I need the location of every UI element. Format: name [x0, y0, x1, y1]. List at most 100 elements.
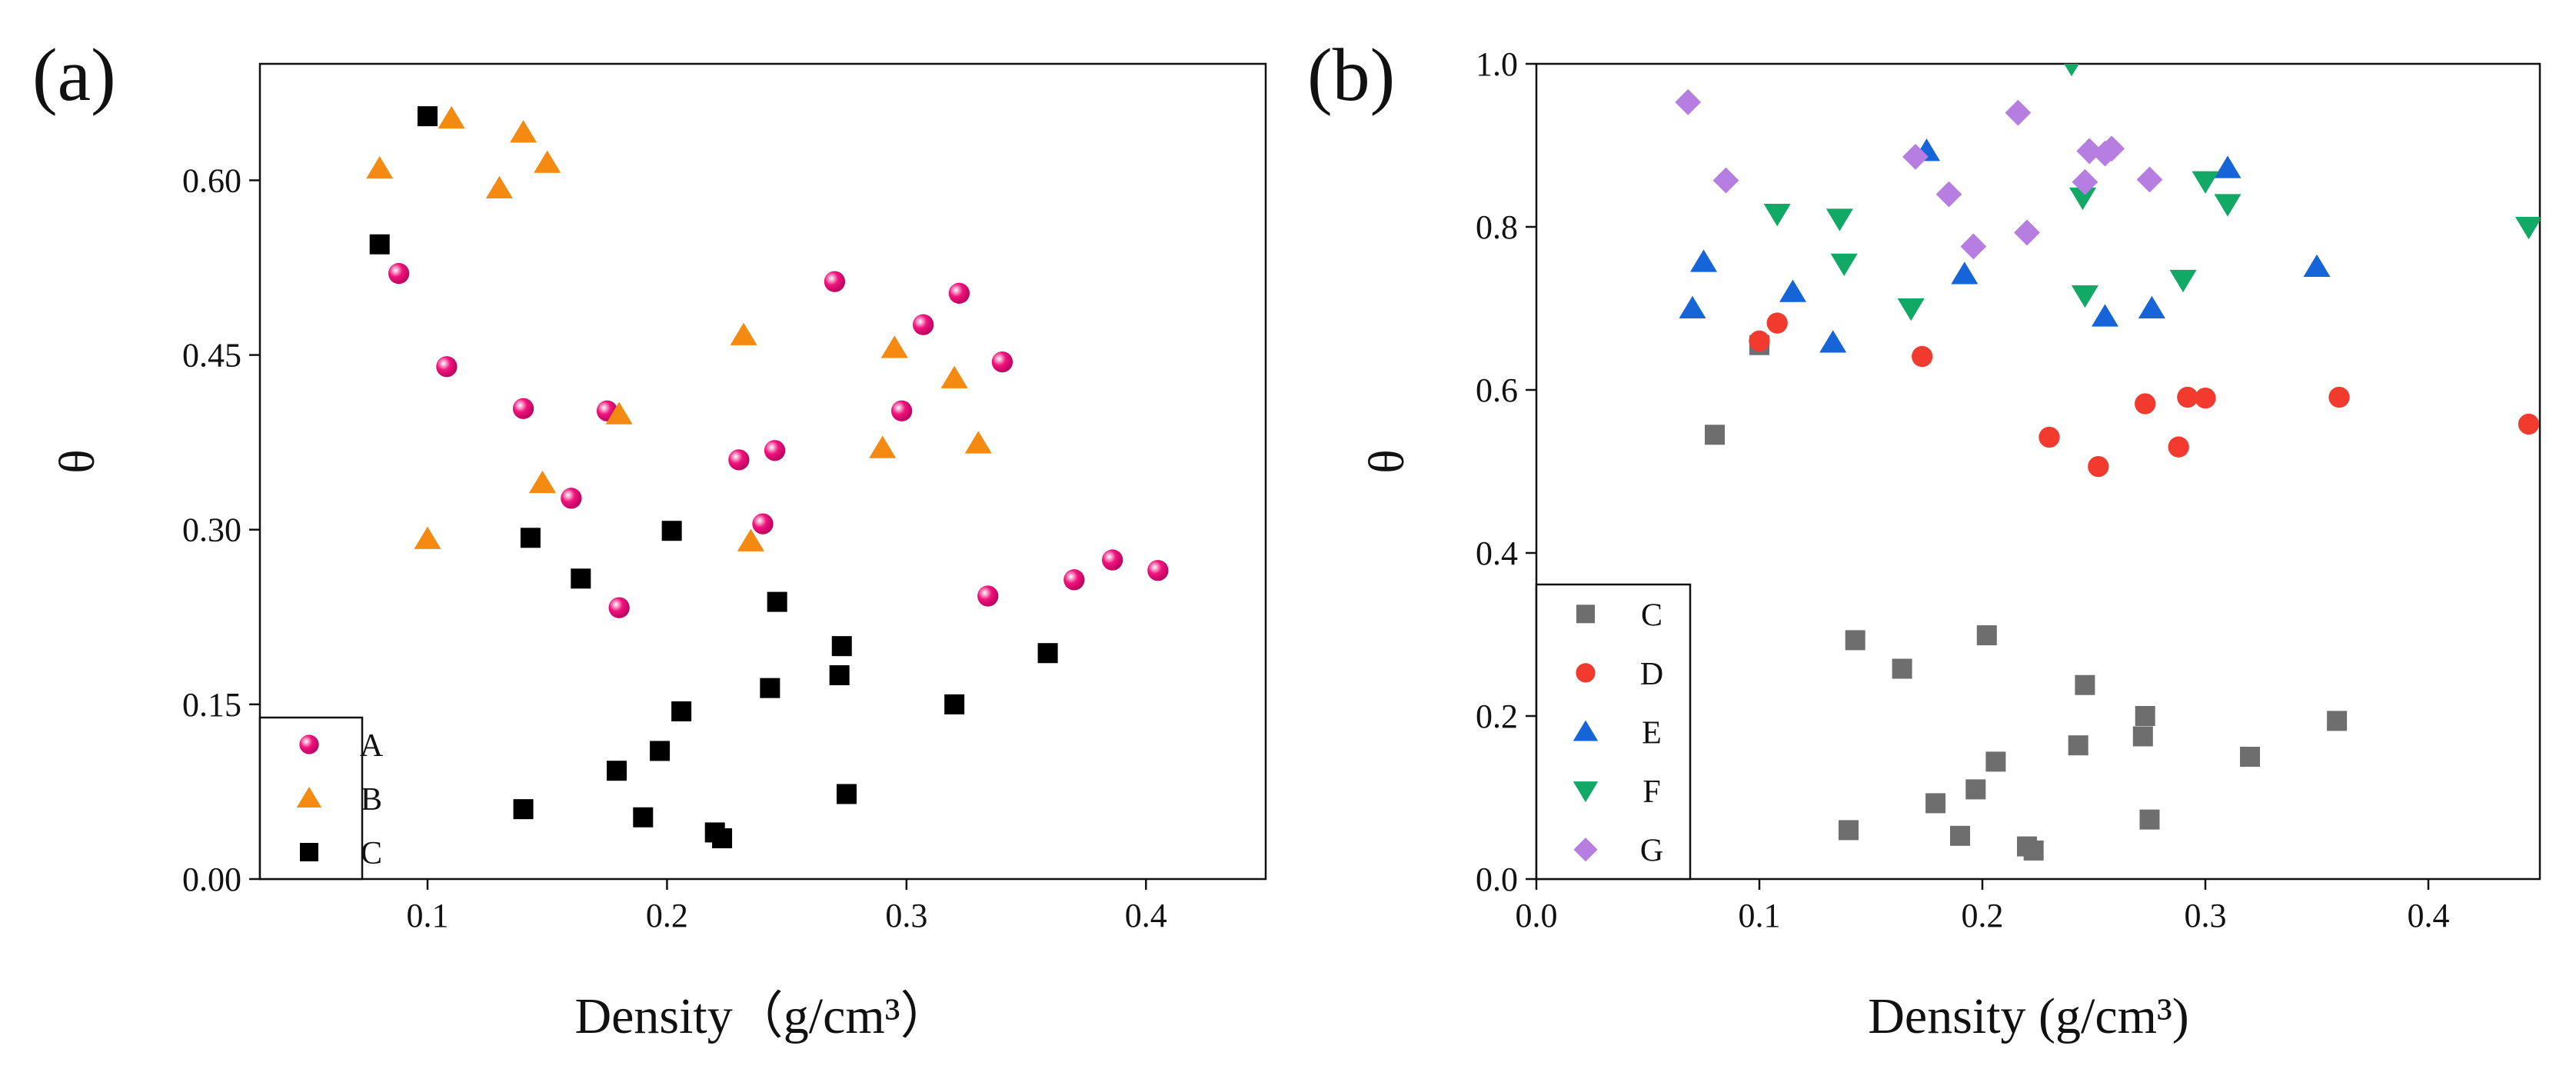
data-point-c: [1950, 825, 1970, 846]
data-point-d: [2168, 436, 2189, 458]
data-point-c: [1985, 751, 2006, 772]
data-point-c: [650, 741, 671, 761]
y-tick-label: 0.2: [1476, 698, 1518, 735]
data-point-c: [418, 106, 438, 127]
legend-marker-g: [1573, 838, 1598, 862]
data-point-c: [369, 234, 390, 255]
plot-frame: [1535, 62, 2541, 881]
data-point-b: [605, 401, 633, 425]
data-point-g: [1935, 181, 1962, 208]
data-point-f: [2064, 64, 2079, 77]
data-point-b: [485, 175, 513, 199]
data-point-b: [730, 322, 757, 345]
data-point-b: [869, 435, 897, 458]
series-c: [369, 106, 1058, 848]
data-point-a: [991, 351, 1013, 373]
series-g: [1675, 88, 2163, 260]
data-point-b: [737, 528, 764, 551]
data-point-c: [1892, 658, 1912, 679]
data-point-g: [2005, 99, 2032, 126]
legend-marker-f: [1573, 781, 1599, 803]
data-point-c: [829, 665, 850, 685]
x-tick-label: 0.1: [1739, 897, 1781, 934]
data-point-g: [1675, 88, 1702, 115]
data-point-c: [2240, 747, 2260, 767]
y-axis-title: θ: [1359, 449, 1415, 474]
data-point-e: [2091, 304, 2119, 327]
data-point-a: [1063, 569, 1085, 591]
data-point-c: [831, 636, 852, 657]
data-point-f: [1897, 298, 1925, 321]
data-point-b: [366, 156, 394, 179]
series-c: [1705, 335, 2348, 861]
y-tick-label: 0.30: [182, 511, 241, 549]
x-axis-title: Density（g/cm³）: [574, 988, 950, 1044]
data-point-d: [2177, 386, 2198, 408]
data-point-c: [607, 761, 627, 781]
data-point-a: [436, 356, 458, 378]
data-point-a: [1102, 549, 1123, 571]
data-point-d: [2088, 455, 2109, 478]
chart-panel-1: 0.1 0.2 0.3 0.4 0.00 0.15 0.30 0.45 0.60 Density（…: [32, 34, 1267, 1044]
data-point-f: [2068, 187, 2097, 211]
series-d: [1749, 312, 2540, 478]
y-tick-label: 0.0: [1476, 861, 1518, 898]
legend-label-d: D: [1640, 657, 1663, 692]
data-point-b: [438, 105, 465, 129]
y-tick-label: 0.4: [1476, 534, 1518, 572]
x-tick-label: 0.3: [2185, 897, 2227, 934]
data-point-c: [1965, 779, 1986, 800]
data-point-a: [752, 513, 774, 534]
series-e: [1679, 138, 2331, 353]
data-point-d: [2328, 386, 2350, 408]
data-point-a: [388, 262, 410, 285]
legend-box: [1535, 583, 1692, 881]
x-tick-label: 0.2: [1962, 897, 2004, 934]
data-point-a: [728, 449, 750, 471]
x-axis-title: Density (g/cm³): [1868, 988, 2189, 1044]
data-point-g: [2076, 138, 2103, 165]
panel-label: (b): [1307, 34, 1395, 117]
data-point-d: [1749, 330, 1770, 352]
data-point-d: [2518, 413, 2540, 435]
data-point-a: [824, 271, 846, 292]
legend-marker-d: [1576, 663, 1596, 683]
data-point-e: [2138, 295, 2165, 318]
plot-frame: [258, 62, 1267, 881]
data-point-e: [1679, 295, 1706, 318]
data-point-a: [512, 398, 534, 419]
series-b: [366, 105, 992, 551]
chart-panel-2: 0.0 0.1 0.2 0.3 0.4 0.0 0.2 0.4 0.6 0.8 1.0 Density…: [1307, 34, 2541, 1044]
data-point-c: [520, 528, 541, 548]
data-point-c: [767, 591, 787, 612]
data-point-c: [513, 799, 534, 820]
data-point-b: [510, 120, 537, 143]
data-point-a: [764, 440, 786, 461]
data-point-e: [2303, 254, 2331, 277]
data-point-c: [2075, 674, 2095, 695]
data-point-c: [2132, 726, 2153, 747]
data-point-e: [2214, 155, 2242, 178]
data-point-f: [2192, 171, 2219, 194]
data-point-f: [1825, 208, 1853, 231]
data-point-g: [2014, 219, 2040, 246]
data-point-f: [1830, 253, 1858, 276]
data-point-c: [2068, 735, 2088, 756]
data-point-g: [1902, 143, 1929, 170]
data-point-g: [2072, 168, 2098, 195]
data-point-b: [534, 150, 561, 173]
data-point-c: [661, 521, 682, 541]
data-point-g: [2136, 166, 2163, 193]
legend-label-a: A: [360, 728, 384, 764]
legend-marker-a: [299, 734, 319, 754]
x-tick-label: 0.3: [885, 897, 927, 934]
data-point-c: [944, 694, 965, 714]
data-point-d: [1766, 312, 1788, 334]
y-tick-label: 0.60: [182, 162, 241, 199]
data-point-c: [1705, 425, 1725, 445]
data-point-a: [608, 597, 630, 618]
data-point-c: [1839, 820, 1859, 841]
legend-marker-b: [296, 787, 322, 808]
x-tick-label: 0.4: [2408, 897, 2450, 934]
